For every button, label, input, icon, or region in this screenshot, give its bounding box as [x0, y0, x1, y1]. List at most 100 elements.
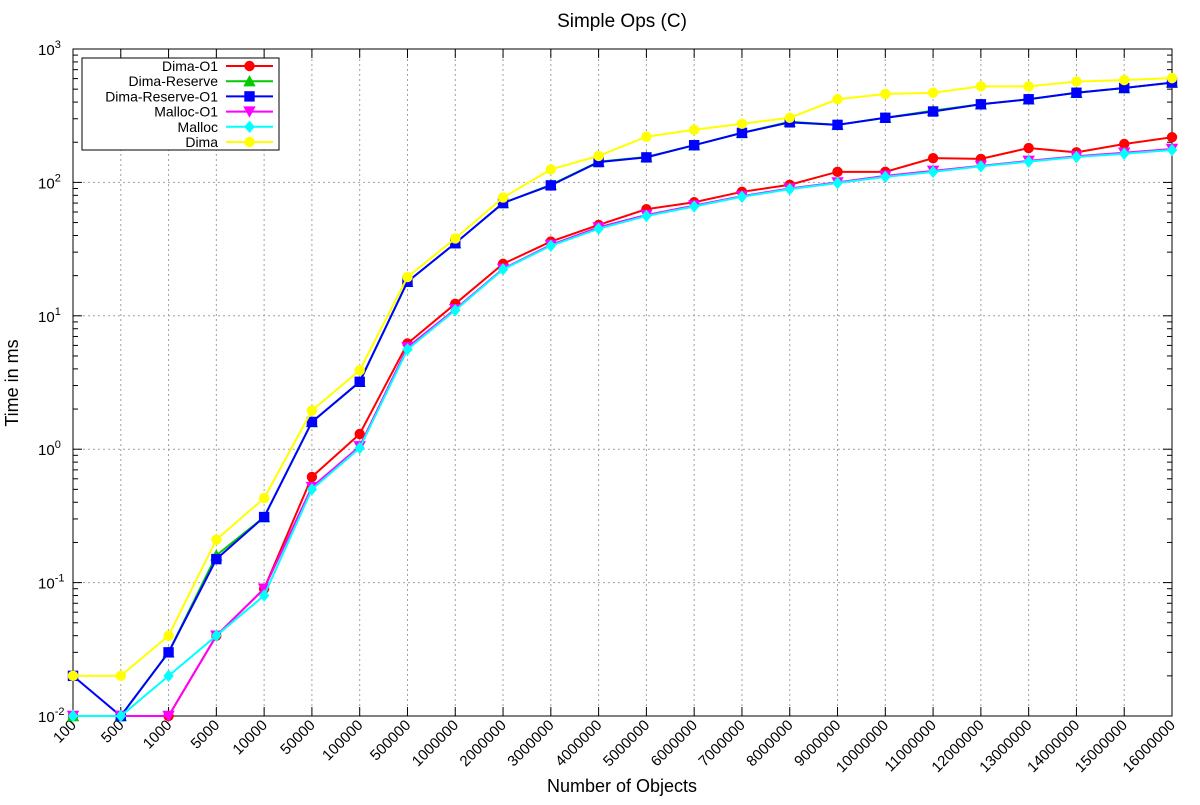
data-point [832, 94, 843, 105]
x-tick-label: 50000 [277, 717, 319, 759]
legend-marker [244, 120, 255, 133]
data-point [1166, 72, 1178, 84]
data-point [784, 182, 795, 196]
data-point [1119, 82, 1130, 94]
series-line [73, 81, 1173, 717]
x-tick-label: 16000000 [1120, 717, 1179, 776]
x-tick-label: 4000000 [552, 717, 605, 770]
data-point [641, 131, 652, 142]
x-tick-label: 1000 [140, 717, 176, 753]
y-tick-exponent: 2 [55, 172, 61, 184]
y-tick-label: 101 [38, 306, 61, 326]
data-point [688, 140, 700, 151]
legend-label: Dima [185, 134, 218, 150]
data-point [593, 222, 604, 235]
data-point [354, 376, 365, 388]
y-tick-base: 10 [38, 42, 55, 59]
y-tick-base: 10 [38, 309, 55, 326]
data-point [402, 271, 413, 283]
legend-label: Malloc [178, 119, 218, 135]
data-point [1166, 143, 1178, 157]
y-tick-base: 10 [38, 576, 55, 593]
data-point [1071, 76, 1082, 87]
x-tick-label: 7000000 [695, 717, 748, 770]
data-point [163, 669, 174, 683]
data-point [162, 710, 175, 723]
series-line [73, 148, 1173, 717]
data-point [1023, 142, 1034, 154]
x-tick-label: 1000000 [409, 717, 462, 770]
x-tick-label: 10000000 [833, 717, 892, 776]
legend-marker [244, 60, 255, 72]
data-point [306, 483, 318, 496]
data-point [1071, 87, 1082, 98]
series-line [73, 77, 1173, 677]
data-point [354, 441, 365, 455]
plot-border [72, 48, 1173, 717]
legend-marker [243, 106, 256, 118]
data-point [354, 428, 365, 440]
legend-marker [243, 75, 256, 87]
y-tick-base: 10 [38, 175, 55, 192]
y-tick-label: 10-2 [38, 706, 64, 726]
data-point [211, 553, 222, 565]
series-dima-reserve-o1 [67, 77, 1178, 722]
x-tick-label: 500000 [367, 717, 414, 764]
data-point [545, 164, 557, 175]
data-point [641, 209, 652, 223]
legend-label: Dima-Reserve [129, 73, 219, 89]
legend-label: Malloc-O1 [154, 104, 218, 120]
data-point [1119, 147, 1130, 160]
data-point [688, 200, 700, 213]
x-tick-label: 10000 [229, 717, 271, 759]
y-tick-base: 10 [38, 709, 55, 726]
data-point [1071, 150, 1082, 164]
series-line [73, 136, 1173, 717]
x-tick-label: 5000 [188, 717, 224, 753]
data-point [1023, 155, 1034, 168]
y-tick-exponent: -1 [55, 573, 65, 585]
data-point [67, 709, 79, 723]
data-point [927, 87, 939, 98]
data-point [163, 630, 174, 641]
data-point [545, 239, 557, 252]
data-point [832, 176, 843, 190]
data-point [258, 492, 270, 504]
series-dima [67, 72, 1178, 682]
x-tick-label: 8000000 [743, 717, 796, 770]
x-tick-label: 500 [98, 717, 128, 747]
data-point [880, 170, 891, 184]
y-tick-label: 102 [38, 172, 61, 192]
legend-box [81, 57, 280, 151]
data-point [975, 99, 987, 110]
data-point [688, 124, 700, 135]
series-malloc [67, 143, 1178, 723]
data-point [354, 365, 365, 376]
plot-frame [72, 48, 1173, 717]
data-point [497, 263, 509, 276]
data-point [306, 416, 318, 428]
legend-label: Dima-O1 [162, 58, 218, 74]
y-tick-label: 103 [38, 39, 61, 59]
data-point [67, 670, 79, 682]
data-point [450, 304, 461, 317]
data-point [306, 405, 318, 416]
data-point [306, 471, 318, 483]
data-point [1119, 138, 1130, 150]
chart-title: Simple Ops (C) [557, 11, 687, 32]
legend-label: Dima-Reserve-O1 [105, 88, 218, 104]
x-tick-label: 100000 [319, 717, 366, 764]
legend-marker [244, 136, 255, 148]
data-point [784, 112, 795, 123]
data-point [975, 81, 987, 92]
data-point [402, 343, 413, 356]
data-point [927, 152, 939, 164]
data-point [545, 180, 557, 191]
data-point [211, 534, 222, 545]
y-tick-exponent: 1 [55, 306, 61, 318]
data-point [258, 589, 270, 602]
data-point [497, 197, 509, 209]
data-point [736, 118, 748, 129]
